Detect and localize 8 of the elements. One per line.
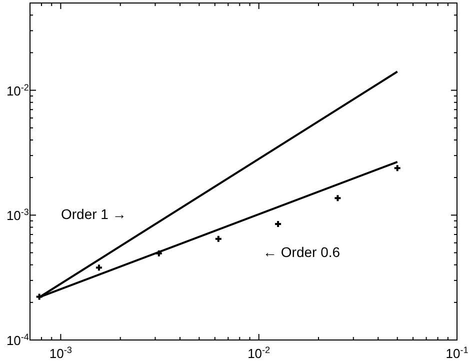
annotation: ← Order 0.6: [263, 244, 340, 260]
x-tick-label: 10$^{-1}$: [446, 345, 468, 361]
annotation: Order 1 →: [61, 206, 126, 222]
x-tick-label: 10$^{-3}$: [49, 345, 72, 361]
y-tick-label: 10$^{-4}$: [6, 332, 29, 348]
x-tick-label: 10$^{-2}$: [248, 345, 270, 361]
y-tick-label: 10$^{-3}$: [6, 207, 29, 224]
y-tick-label: 10$^{-2}$: [6, 82, 29, 98]
